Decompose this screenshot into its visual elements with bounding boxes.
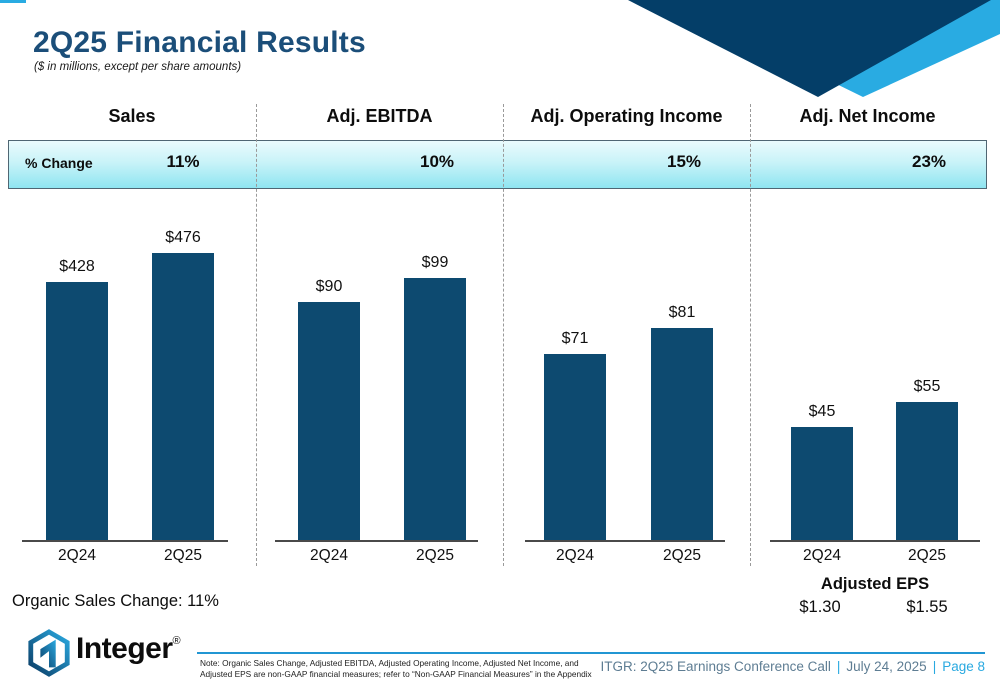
column-header-1: Sales <box>108 106 156 126</box>
page-title: 2Q25 Financial Results <box>33 26 366 59</box>
percent-change-value-4: 23% <box>911 152 947 171</box>
footer-separator: | <box>836 659 841 674</box>
chart-4-x-axis <box>770 540 980 542</box>
bar-value-label: $55 <box>913 378 941 395</box>
bar-chart1-2q25 <box>152 253 214 540</box>
chart-2-x-axis <box>275 540 478 542</box>
bar-chart2-2q24 <box>298 302 360 540</box>
column-separator-2 <box>503 104 504 566</box>
footer-divider-line <box>197 652 985 654</box>
integer-wordmark-text: Integer <box>76 632 173 665</box>
bar-value-label: $81 <box>668 304 696 321</box>
adjusted-eps-title: Adjusted EPS <box>820 575 930 593</box>
bar-chart3-2q25 <box>651 328 713 540</box>
integer-logo-icon <box>28 629 70 677</box>
bar-value-label: $428 <box>59 258 95 275</box>
chart-1-x-axis <box>22 540 228 542</box>
bar-chart2-2q25 <box>404 278 466 540</box>
bar-value-label: $476 <box>165 229 201 246</box>
bar-category-label: 2Q24 <box>58 547 96 564</box>
footer-meta: ITGR: 2Q25 Earnings Conference Call | July… <box>601 659 986 674</box>
column-header-4: Adj. Net Income <box>799 106 936 126</box>
bar-category-label: 2Q25 <box>663 547 701 564</box>
bar-chart4-2q24 <box>791 427 853 540</box>
percent-change-value-1: 11% <box>166 152 200 171</box>
footer-date: July 24, 2025 <box>846 659 927 674</box>
bar-chart1-2q24 <box>46 282 108 540</box>
bar-chart3-2q24 <box>544 354 606 540</box>
column-header-3: Adj. Operating Income <box>530 106 723 126</box>
footer-page-number: Page 8 <box>942 659 985 674</box>
footer-note: Note: Organic Sales Change, Adjusted EBI… <box>200 658 592 679</box>
corner-triangles-decoration <box>628 0 1000 97</box>
percent-change-value-2: 10% <box>419 152 455 171</box>
percent-change-band <box>8 140 987 189</box>
bar-category-label: 2Q25 <box>416 547 454 564</box>
percent-change-value-3: 15% <box>666 152 702 171</box>
bar-category-label: 2Q24 <box>310 547 348 564</box>
column-header-2: Adj. EBITDA <box>326 106 433 126</box>
bar-category-label: 2Q24 <box>803 547 841 564</box>
bar-category-label: 2Q24 <box>556 547 594 564</box>
bar-category-label: 2Q25 <box>164 547 202 564</box>
footer-note-line2: Adjusted EPS are non-GAAP financial meas… <box>200 668 592 679</box>
column-separator-1 <box>256 104 257 566</box>
footer-note-line1: Note: Organic Sales Change, Adjusted EBI… <box>200 658 579 668</box>
footer-event-name: ITGR: 2Q25 Earnings Conference Call <box>600 659 831 674</box>
organic-sales-change-note: Organic Sales Change: 11% <box>12 592 219 610</box>
title-accent-dash <box>0 0 26 3</box>
column-separator-3 <box>750 104 751 566</box>
adjusted-eps-value-2q25: $1.55 <box>906 598 948 616</box>
chart-3-x-axis <box>525 540 725 542</box>
registered-mark: ® <box>172 635 181 647</box>
bar-category-label: 2Q25 <box>908 547 946 564</box>
navy-triangle <box>628 0 991 97</box>
integer-wordmark: Integer® <box>76 632 181 666</box>
page-subtitle: ($ in millions, except per share amounts… <box>34 61 242 73</box>
bar-value-label: $71 <box>561 330 589 347</box>
bar-value-label: $45 <box>808 403 836 420</box>
bar-chart4-2q25 <box>896 402 958 540</box>
footer-separator: | <box>932 659 937 674</box>
adjusted-eps-value-2q24: $1.30 <box>799 598 841 616</box>
percent-change-label: % Change <box>25 155 93 171</box>
bar-value-label: $90 <box>315 278 343 295</box>
bar-value-label: $99 <box>421 254 449 271</box>
